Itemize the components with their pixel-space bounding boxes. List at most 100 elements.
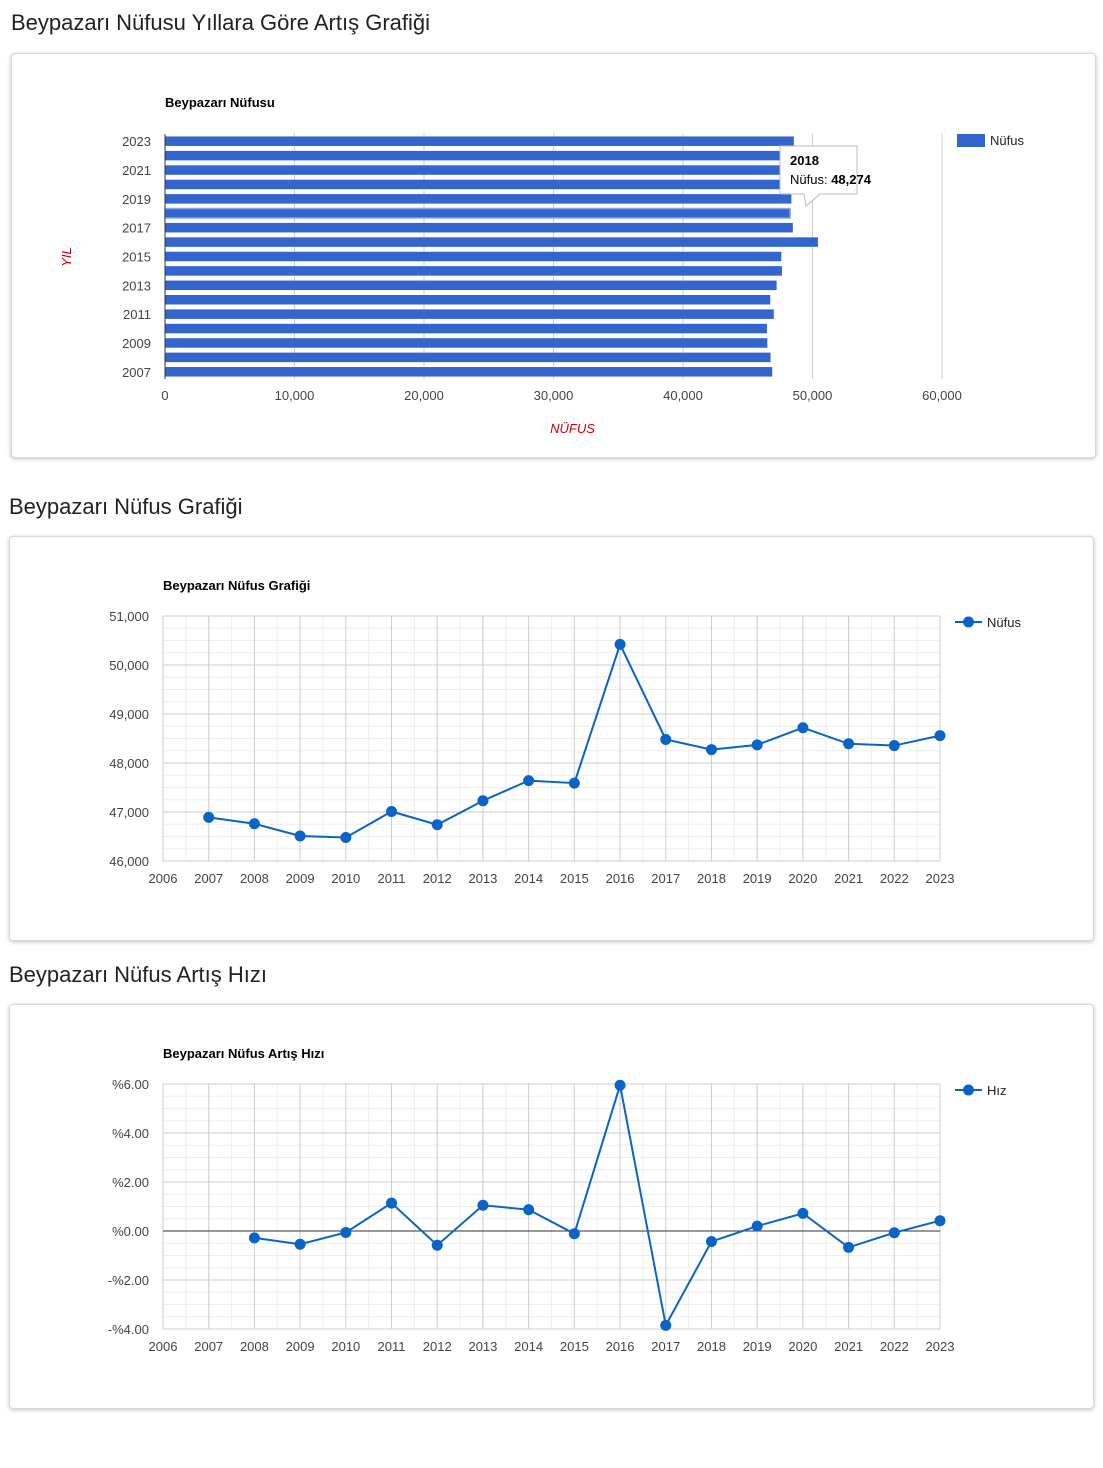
x-tick-label: 60,000 [922,388,962,403]
y-tick-label: %6.00 [112,1077,149,1092]
legend-label[interactable]: Nüfus [990,133,1024,148]
x-tick-label: 2022 [880,871,909,886]
section-title-line: Beypazarı Nüfus Grafiği [9,494,243,519]
bar[interactable] [165,251,782,262]
x-tick-label: 10,000 [275,388,315,403]
data-point[interactable] [751,1220,763,1232]
data-point[interactable] [340,831,352,843]
data-point[interactable] [614,1079,626,1091]
tooltip-label: Nüfus: [790,172,831,187]
bar[interactable] [165,165,792,175]
series-line [254,1084,941,1329]
x-tick-label: 2015 [560,1339,589,1354]
legend-label[interactable]: Nüfus [987,615,1021,630]
data-point[interactable] [797,722,809,734]
data-point[interactable] [203,811,215,823]
data-point[interactable] [843,738,855,750]
bar[interactable] [164,207,791,219]
y-tick-label: 2009 [122,336,151,351]
x-tick-label: 2013 [468,871,497,886]
chart-title: Beypazarı Nüfusu [165,95,275,110]
section-title-rate: Beypazarı Nüfus Artış Hızı [9,962,267,987]
legend-label[interactable]: Hız [987,1083,1007,1098]
x-tick-label: 20,000 [404,388,444,403]
x-tick-label: 2014 [514,871,543,886]
x-tick-label: 2023 [926,871,955,886]
bar-chart[interactable]: Beypazarı Nüfusu 0 10,000 20,000 30,000 40,00… [12,54,1095,457]
bar[interactable] [165,266,782,276]
y-axis-title: YIL [59,247,74,267]
y-tick-label: 2021 [122,163,151,178]
data-point[interactable] [386,1197,398,1209]
data-point[interactable] [843,1241,855,1253]
y-tick-label: 2013 [122,278,151,293]
x-tick-label: 2011 [378,871,406,886]
y-tick-label: 47,000 [109,805,149,820]
line-chart-card: Beypazarı Nüfus Grafiği 2006 2007 2008 2009 2… [9,536,1094,941]
data-point[interactable] [431,819,443,831]
x-tick-label: 0 [161,388,168,403]
x-tick-label: 2021 [834,1339,863,1354]
data-point[interactable] [477,1199,489,1211]
data-point[interactable] [477,795,489,807]
data-point[interactable] [568,777,580,789]
bar[interactable] [165,222,793,233]
data-point[interactable] [614,638,626,650]
data-point[interactable] [386,806,398,818]
data-point[interactable] [248,1232,260,1244]
tooltip-box [779,145,858,207]
bar[interactable] [165,179,796,190]
data-point[interactable] [934,1215,946,1227]
x-tick-label: 2020 [788,1339,817,1354]
x-tick-label: 2016 [606,1339,635,1354]
y-tick-label: 2007 [122,365,151,380]
bar[interactable] [165,323,767,334]
growth-rate-line-chart[interactable]: Beypazarı Nüfus Artış Hızı 2006 2007 2008 20… [10,1005,1093,1408]
bar[interactable] [165,280,777,291]
x-tick-label: 2009 [286,871,315,886]
bar[interactable] [165,352,771,363]
x-tick-label: 2016 [606,871,635,886]
data-point[interactable] [568,1228,580,1240]
data-point[interactable] [660,733,672,745]
bar[interactable] [165,136,794,146]
bar[interactable] [165,194,792,204]
y-tick-label: 2019 [122,192,151,207]
x-tick-label: 2009 [286,1339,315,1354]
bar[interactable] [165,338,768,348]
bar[interactable] [165,294,771,305]
y-tick-label: -%4.00 [108,1322,149,1337]
legend-swatch [957,134,985,147]
x-tick-label: 2007 [194,871,223,886]
x-tick-label: 2022 [880,1339,909,1354]
data-point[interactable] [660,1319,672,1331]
bar[interactable] [165,237,818,247]
data-point[interactable] [797,1207,809,1219]
x-tick-label: 50,000 [793,388,833,403]
y-tick-label: %4.00 [112,1126,149,1141]
data-point[interactable] [294,1238,306,1250]
y-tick-label: 49,000 [109,707,149,722]
y-tick-label: 2015 [122,250,151,265]
data-point[interactable] [294,830,306,842]
data-point[interactable] [888,740,900,752]
rate-chart-card: Beypazarı Nüfus Artış Hızı 2006 2007 2008 20… [9,1004,1094,1409]
data-point[interactable] [934,730,946,742]
y-tick-label: 2011 [123,307,151,322]
data-point[interactable] [888,1227,900,1239]
bar[interactable] [165,309,774,319]
tooltip-text: Nüfus: 48,274 [790,172,872,187]
data-point[interactable] [751,739,763,751]
data-point[interactable] [248,818,260,830]
data-point[interactable] [431,1239,443,1251]
population-line-chart[interactable]: Beypazarı Nüfus Grafiği 2006 2007 2008 2009 2… [10,537,1093,940]
data-point[interactable] [705,1236,717,1248]
x-tick-label: 2019 [743,1339,772,1354]
bar[interactable] [165,367,773,377]
data-point[interactable] [523,775,535,787]
x-tick-label: 2008 [240,1339,269,1354]
data-point[interactable] [705,744,717,756]
bar[interactable] [165,150,792,161]
data-point[interactable] [523,1204,535,1216]
data-point[interactable] [340,1226,352,1238]
